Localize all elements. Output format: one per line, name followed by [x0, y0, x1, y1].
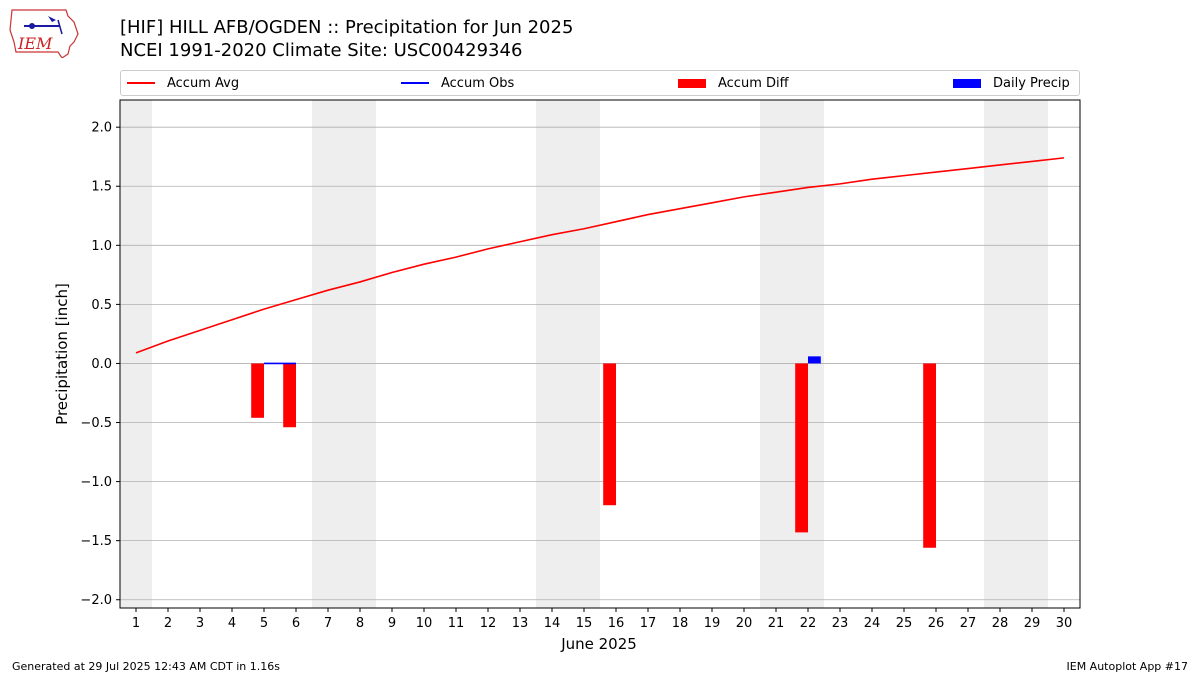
y-tick-label: −2.0 [80, 593, 112, 608]
iem-logo: IEM [9, 9, 79, 58]
x-tick-label: 14 [544, 616, 561, 631]
x-tick-label: 3 [196, 616, 204, 631]
legend-item-accum-avg: Accum Avg [127, 74, 239, 92]
weekend-band-29 [1016, 100, 1048, 608]
legend-item-accum-obs: Accum Obs [401, 74, 514, 92]
y-tick-label: −1.0 [80, 475, 112, 490]
legend-swatch-accum-avg [127, 82, 155, 84]
accum-avg-line [135, 157, 1065, 354]
y-axis-ticks: −2.0 −1.5 −1.0 −0.5 0.0 0.5 1.0 1.5 2.0 [80, 121, 120, 608]
x-tick-label: 19 [704, 616, 721, 631]
x-axis-ticks: 1 2 3 4 5 6 7 8 9 10 11 12 13 14 15 16 17 18 19 20 21 22 23 24 2… [132, 608, 1072, 631]
y-gridlines [120, 126, 1080, 601]
y-tick-label: −0.5 [80, 416, 112, 431]
legend-item-daily-precip: Daily Precip [953, 74, 1070, 92]
x-tick-label: 29 [1024, 616, 1041, 631]
x-tick-label: 10 [416, 616, 433, 631]
legend-item-accum-diff: Accum Diff [678, 74, 789, 92]
x-tick-label: 17 [640, 616, 657, 631]
legend: Accum Avg Accum Obs Accum Diff Daily Pre… [120, 70, 1080, 96]
x-tick-label: 4 [228, 616, 236, 631]
y-tick-label: 1.5 [91, 180, 112, 195]
x-tick-label: 8 [356, 616, 364, 631]
weekend-band-28 [984, 100, 1016, 608]
chart-bars [251, 356, 936, 548]
x-tick-label: 15 [576, 616, 593, 631]
x-tick-label: 5 [260, 616, 268, 631]
weekend-band-14 [536, 100, 568, 608]
x-tick-label: 27 [960, 616, 977, 631]
x-tick-label: 25 [896, 616, 913, 631]
y-tick-label: 0.5 [91, 298, 112, 313]
chart-lines [135, 157, 1065, 365]
weekend-band-1 [120, 100, 152, 608]
x-tick-label: 24 [864, 616, 881, 631]
weekend-band-15 [568, 100, 600, 608]
x-tick-label: 18 [672, 616, 689, 631]
x-tick-label: 7 [324, 616, 332, 631]
weekend-band-21 [760, 100, 792, 608]
accum-diff-bar [251, 363, 264, 418]
x-tick-label: 6 [292, 616, 300, 631]
y-tick-label: 1.0 [91, 239, 112, 254]
footer-generated: Generated at 29 Jul 2025 12:43 AM CDT in… [12, 660, 280, 673]
x-tick-label: 26 [928, 616, 945, 631]
legend-label-accum-avg: Accum Avg [167, 75, 240, 91]
legend-swatch-accum-diff [678, 78, 706, 88]
x-tick-label: 13 [512, 616, 529, 631]
accum-diff-bar [795, 363, 808, 533]
y-tick-label: −1.5 [80, 534, 112, 549]
weekend-shading [120, 100, 1048, 608]
plot-frame [119, 99, 1081, 609]
legend-label-daily-precip: Daily Precip [993, 75, 1070, 91]
y-tick-label: 2.0 [91, 121, 112, 136]
accum-diff-bar [283, 363, 296, 428]
daily-precip-bar [808, 356, 821, 364]
legend-swatch-accum-obs [401, 82, 429, 84]
x-axis-label: June 2025 [560, 635, 637, 653]
x-tick-label: 20 [736, 616, 753, 631]
x-tick-label: 11 [448, 616, 465, 631]
y-axis-label: Precipitation [inch] [53, 283, 71, 425]
legend-label-accum-diff: Accum Diff [718, 75, 789, 91]
chart-subtitle: NCEI 1991-2020 Climate Site: USC00429346 [120, 40, 523, 61]
x-tick-label: 21 [768, 616, 785, 631]
x-tick-label: 9 [388, 616, 396, 631]
chart-title: [HIF] HILL AFB/OGDEN :: Precipitation fo… [120, 17, 574, 38]
logo-text: IEM [17, 34, 53, 53]
footer-app: IEM Autoplot App #17 [1066, 660, 1189, 673]
accum-diff-bar [923, 363, 936, 548]
x-tick-label: 22 [800, 616, 817, 631]
legend-label-accum-obs: Accum Obs [441, 75, 515, 91]
y-tick-label: 0.0 [91, 357, 112, 372]
accum-diff-bar [603, 363, 616, 506]
x-tick-label: 23 [832, 616, 849, 631]
x-tick-label: 16 [608, 616, 625, 631]
legend-swatch-daily-precip [953, 78, 981, 88]
x-tick-label: 12 [480, 616, 497, 631]
x-tick-label: 28 [992, 616, 1009, 631]
x-tick-label: 1 [132, 616, 140, 631]
weekend-band-8 [344, 100, 376, 608]
x-tick-label: 2 [164, 616, 172, 631]
weekend-band-7 [312, 100, 344, 608]
x-tick-label: 30 [1056, 616, 1073, 631]
